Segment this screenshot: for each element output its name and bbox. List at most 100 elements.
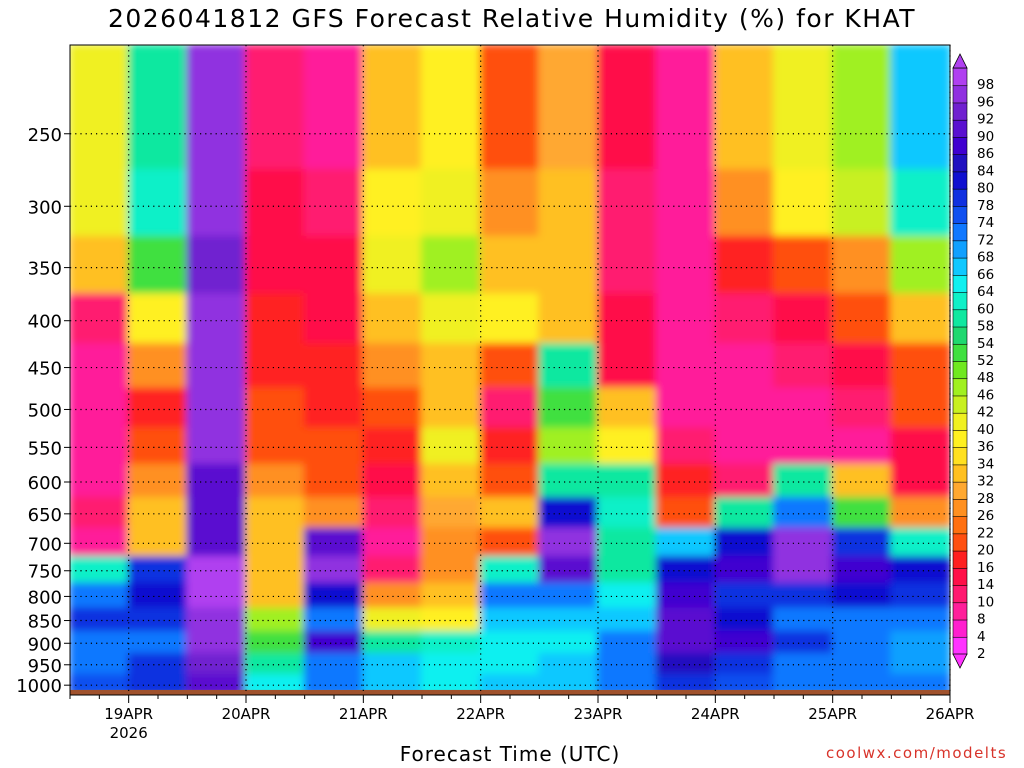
colorbar-label: 22 [977, 525, 994, 541]
colorbar-segment [952, 533, 968, 552]
heat-cell [538, 463, 599, 499]
colorbar-segment [952, 515, 968, 535]
heat-cell [597, 169, 658, 238]
heat-cell [70, 427, 130, 466]
heat-cell [538, 496, 599, 530]
colorbar-segment [952, 171, 968, 190]
y-tick-label: 450 [28, 359, 62, 380]
colorbar: 2481014162022262832343640424648525458606… [952, 53, 994, 669]
colorbar-label: 4 [977, 629, 986, 645]
heat-cell [714, 387, 775, 430]
colorbar-label: 60 [977, 301, 994, 317]
heat-cell [655, 653, 717, 676]
y-tick-label: 400 [28, 312, 62, 333]
colorbar-label: 10 [977, 594, 994, 610]
heat-cell [245, 496, 306, 530]
heat-cell [538, 527, 599, 559]
heat-cell [597, 674, 658, 695]
colorbar-segment [952, 274, 968, 293]
heat-cell [479, 169, 541, 238]
x-tick-label: 21APR [339, 705, 388, 723]
heat-cell [186, 235, 247, 296]
heat-cell [655, 169, 717, 238]
heat-cell [127, 169, 189, 238]
colorbar-segment [952, 584, 968, 604]
heat-cell [714, 653, 775, 676]
heat-cell [70, 293, 130, 346]
heat-cell [479, 607, 541, 633]
heat-cell [479, 235, 541, 296]
heat-cell [655, 582, 717, 610]
heat-cell [303, 235, 365, 296]
heat-cell [421, 653, 482, 676]
heat-cell [303, 45, 365, 171]
heat-cell [421, 496, 482, 530]
colorbar-label: 78 [977, 198, 994, 214]
heat-cell [655, 293, 717, 346]
heat-cell [538, 235, 599, 296]
heat-cell [714, 169, 775, 238]
heat-cell [831, 556, 893, 585]
heat-cell [597, 427, 658, 466]
y-axis: 2503003504004505005506006507007508008509… [16, 125, 70, 697]
heat-cell [479, 343, 541, 390]
heat-cell [538, 653, 599, 676]
colorbar-segment [952, 498, 968, 517]
credit-link[interactable]: coolwx.com/modelts [826, 744, 1008, 762]
heat-cell [70, 463, 130, 499]
y-tick-label: 500 [28, 400, 62, 421]
heat-cell [362, 45, 423, 171]
heat-cell [127, 343, 189, 390]
heat-cell [714, 556, 775, 585]
colorbar-segment [952, 619, 968, 638]
heat-cell [303, 527, 365, 559]
heat-cell [70, 235, 130, 296]
heat-cell [70, 630, 130, 655]
heat-cell [890, 607, 950, 633]
heat-cell [714, 496, 775, 530]
colorbar-segment [952, 360, 968, 380]
heat-cell [479, 582, 541, 610]
y-tick-label: 1000 [16, 676, 62, 697]
heat-cell [479, 556, 541, 585]
heat-cell [831, 527, 893, 559]
heat-cell [714, 343, 775, 390]
heat-cell [70, 582, 130, 610]
heat-cell [831, 169, 893, 238]
heat-cell [362, 293, 423, 346]
heat-cell [303, 387, 365, 430]
heat-cell [831, 630, 893, 655]
heat-cell [655, 463, 717, 499]
heat-cell [773, 463, 834, 499]
colorbar-label: 64 [977, 284, 994, 300]
heat-cell [479, 427, 541, 466]
heat-cell [303, 427, 365, 466]
colorbar-label: 86 [977, 146, 994, 162]
colorbar-segment [952, 308, 968, 328]
x-tick-label: 20APR [222, 705, 271, 723]
colorbar-label: 32 [977, 474, 994, 490]
heat-cell [245, 527, 306, 559]
colorbar-label: 48 [977, 370, 994, 386]
heat-cell [831, 45, 893, 171]
heat-cell [127, 387, 189, 430]
heat-cell [421, 343, 482, 390]
colorbar-label: 42 [977, 405, 994, 421]
colorbar-bottom-arrow [952, 653, 968, 669]
heat-cell [303, 293, 365, 346]
heat-cell [303, 582, 365, 610]
heat-cell [70, 653, 130, 676]
y-tick-label: 700 [28, 534, 62, 555]
heat-cell [714, 427, 775, 466]
colorbar-segment [952, 464, 968, 483]
heat-cell [421, 427, 482, 466]
colorbar-label: 90 [977, 129, 994, 145]
heat-cell [714, 45, 775, 171]
heat-cell [890, 556, 950, 585]
heat-cell [538, 387, 599, 430]
heat-cell [890, 527, 950, 559]
heat-cell [538, 674, 599, 695]
heat-cell [655, 607, 717, 633]
heat-cell [831, 235, 893, 296]
heat-cell [831, 463, 893, 499]
